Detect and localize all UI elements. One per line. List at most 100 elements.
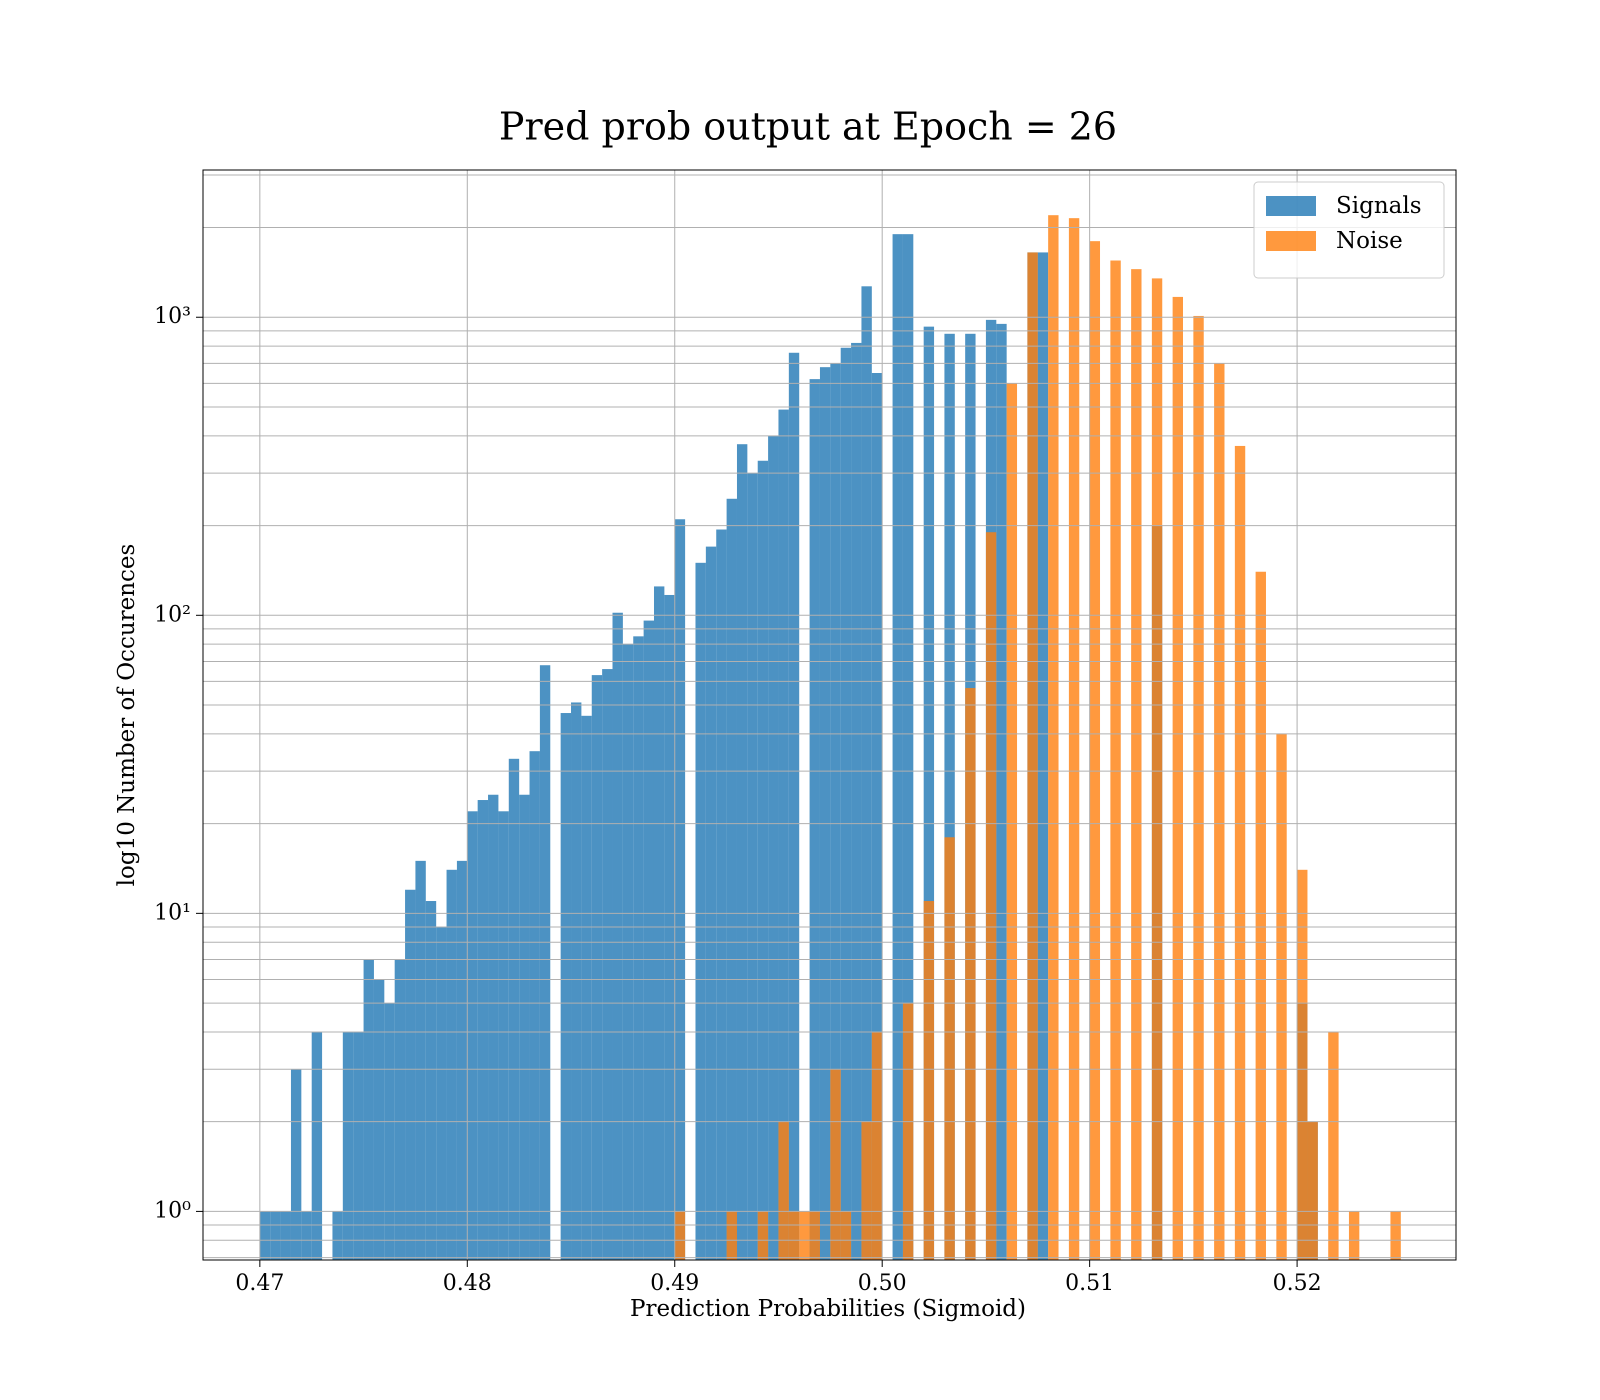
bar [1110,260,1121,1261]
y-axis-label: log10 Number of Occurences [114,544,140,887]
bar [373,979,385,1260]
bar [259,1211,271,1260]
x-tick-label: 0.51 [1065,1271,1114,1296]
bar [1255,571,1266,1260]
bar [311,1031,323,1260]
plot-frame [202,169,1457,1261]
bar [353,1031,364,1260]
legend-label: Noise [1336,228,1403,254]
y-tick-label: 10² [154,602,191,627]
bar [778,409,789,1260]
bar [1234,445,1246,1260]
bar [581,715,592,1260]
bar [1328,1031,1339,1260]
bar [965,688,976,1260]
bar [788,1211,800,1260]
bar [996,323,1007,1260]
x-tick-label: 0.49 [650,1271,699,1296]
bar [892,234,903,1261]
y-tick-label: 10¹ [154,900,191,925]
bar [861,286,872,1260]
bar [705,546,717,1260]
bar [653,586,665,1260]
x-tick-label: 0.52 [1273,1271,1322,1296]
bar [861,1121,872,1260]
bar [519,794,530,1260]
bar [809,379,820,1260]
x-tick-label: 0.48 [443,1271,492,1296]
bar [1276,733,1287,1260]
bar [944,333,955,1260]
bar [788,352,800,1260]
bar [1151,278,1163,1260]
bar [1089,241,1101,1260]
bar [674,1211,686,1260]
bar [488,794,499,1260]
bar [571,702,582,1260]
bar [840,347,852,1261]
bar [757,1211,769,1260]
bar [1037,252,1049,1260]
bar [425,901,437,1260]
bar [726,498,737,1260]
bar [1172,296,1183,1261]
bar [1131,269,1142,1260]
bar [923,326,935,1260]
bar [778,1121,789,1260]
bar [560,713,572,1260]
bar [830,363,841,1260]
bar [1068,218,1080,1261]
bar [436,926,447,1260]
bar [768,435,779,1260]
legend-label: Signals [1336,193,1422,219]
legend-swatch [1266,196,1316,216]
bar [871,373,883,1260]
bar [1048,215,1059,1261]
bar [985,532,997,1260]
bar [923,901,935,1260]
bar [529,751,540,1260]
bar [363,959,374,1260]
x-tick-label: 0.47 [235,1271,284,1296]
bar [695,562,706,1260]
bar [1348,1211,1360,1260]
bar [633,636,644,1260]
bar [415,860,426,1260]
bar [1297,869,1308,1260]
bar [280,1211,291,1260]
bar [799,1211,810,1260]
bar [270,1211,281,1260]
chart-title: Pred prob output at Epoch = 26 [499,105,1117,149]
bar [1307,1121,1318,1260]
bar [405,889,416,1260]
x-axis-label: Prediction Probabilities (Sigmoid) [630,1296,1026,1322]
bar [902,1003,914,1260]
legend-swatch [1266,231,1316,251]
bar [716,529,727,1260]
bar [902,234,914,1261]
bar [456,860,468,1260]
bar [602,669,613,1260]
bar [840,1211,852,1260]
y-tick-label: 10⁰ [154,1198,191,1223]
x-tick-label: 0.50 [858,1271,907,1296]
bar [1193,315,1204,1260]
bar [342,1031,354,1260]
bar [871,1031,883,1260]
bar [944,837,955,1260]
bar [830,1069,841,1260]
bar [290,1069,302,1260]
bar [384,1003,395,1260]
bar [809,1211,820,1260]
bar [757,460,769,1261]
bar [301,1211,312,1260]
bar [477,800,489,1260]
bar [736,444,748,1260]
bar [1390,1211,1401,1260]
bar [332,1211,343,1260]
bar [622,644,634,1260]
bar [394,959,406,1260]
bar [726,1211,737,1260]
bar [1027,252,1038,1260]
